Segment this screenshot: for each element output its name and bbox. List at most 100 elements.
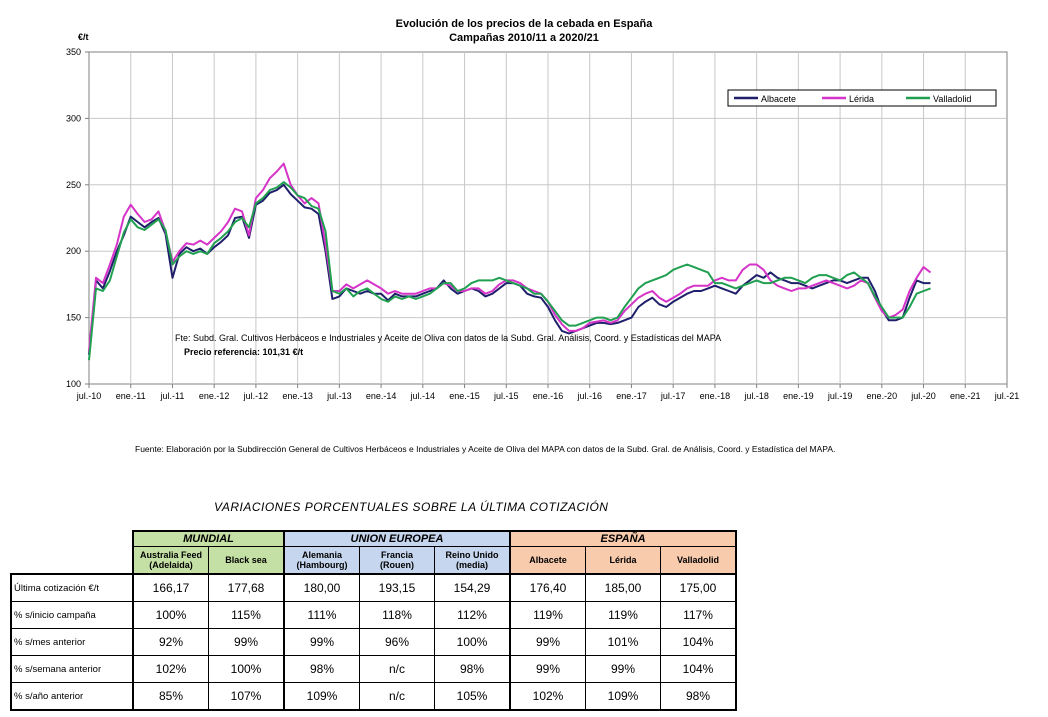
y-tick-label: 150: [66, 313, 81, 323]
col-valladolid: Valladolid: [660, 546, 737, 575]
table-row: % s/inicio campaña 100% 115% 111% 118% 112% 11…: [10, 601, 737, 629]
x-tick-label: jul.-18: [743, 391, 769, 401]
variations-table: MUNDIAL UNION EUROPEA ESPAÑA Australia F…: [10, 530, 737, 711]
chart-area: Evolución de los precios de la cebada en…: [66, 18, 1020, 401]
table-cell: 111%: [283, 601, 360, 629]
table-cell: 100%: [434, 628, 511, 656]
table-row: % s/año anterior 85% 107% 109% n/c 105% 102% 10…: [10, 682, 737, 711]
table-cell: 118%: [359, 601, 435, 629]
table-cell: 100%: [132, 601, 209, 629]
x-tick-label: ene.-17: [616, 391, 647, 401]
table-cell: 99%: [208, 628, 285, 656]
y-tick-label: 300: [66, 113, 81, 123]
legend-label: Lérida: [849, 94, 874, 104]
row-label: % s/mes anterior: [10, 628, 134, 656]
table-cell: 99%: [509, 628, 586, 656]
x-tick-label: jul.-12: [243, 391, 269, 401]
legend-label: Albacete: [761, 94, 796, 104]
table-cell: 98%: [434, 655, 511, 683]
table-cell: 99%: [283, 628, 360, 656]
legend-label: Valladolid: [933, 94, 971, 104]
footer-source: Fuente: Elaboración por la Subdirección …: [135, 444, 836, 454]
source-annotation: Fte: Subd. Gral. Cultivos Herbáceos e In…: [175, 333, 721, 343]
table-row: Última cotización €/t 166,17 177,68 180,00 1…: [10, 573, 737, 602]
table-cell: 99%: [509, 655, 586, 683]
table-cell: 102%: [509, 682, 586, 711]
x-tick-label: jul.-16: [576, 391, 602, 401]
col-australia: Australia Feed (Adelaida): [132, 546, 209, 575]
table-cell: 109%: [283, 682, 360, 711]
row-label: % s/inicio campaña: [10, 601, 134, 629]
group-mundial: MUNDIAL: [132, 530, 285, 547]
table-cell: 101%: [585, 628, 661, 656]
x-tick-label: jul.-10: [76, 391, 102, 401]
line-chart: 100 150 200 250 300 350 €/t jul.-10 ene.-11 jul.-…: [66, 32, 1020, 401]
table-cell: 109%: [585, 682, 661, 711]
x-tick-label: jul.-19: [827, 391, 853, 401]
x-tick-label: ene.-20: [867, 391, 898, 401]
table-cell: 92%: [132, 628, 209, 656]
table-cell: 104%: [660, 628, 737, 656]
col-lerida: Lérida: [585, 546, 661, 575]
table-row: % s/semana anterior 102% 100% 98% n/c 98% 99% 9…: [10, 655, 737, 683]
table-cell: 154,29: [434, 573, 511, 602]
row-label: % s/año anterior: [10, 682, 134, 711]
table-cell: 104%: [660, 655, 737, 683]
x-tick-label: jul.-14: [410, 391, 436, 401]
table-cell: 100%: [208, 655, 285, 683]
x-tick-label: ene.-16: [533, 391, 564, 401]
x-tick-label: jul.-13: [326, 391, 352, 401]
table-cell: 85%: [132, 682, 209, 711]
col-albacete: Albacete: [509, 546, 586, 575]
table-title: VARIACIONES PORCENTUALES SOBRE LA ÚLTIMA…: [214, 500, 609, 514]
table-cell: 177,68: [208, 573, 285, 602]
table-cell: 96%: [359, 628, 435, 656]
x-tick-label: jul.-20: [910, 391, 936, 401]
x-tick-label: ene.-12: [199, 391, 230, 401]
table-cell: 98%: [660, 682, 737, 711]
x-tick-label: ene.-18: [700, 391, 731, 401]
table-cell: 193,15: [359, 573, 435, 602]
table-cell: 99%: [585, 655, 661, 683]
col-reino-unido: Reino Unido (media): [434, 546, 511, 575]
x-tick-label: ene.-21: [950, 391, 981, 401]
y-tick-label: 200: [66, 246, 81, 256]
x-tick-label: jul.-15: [493, 391, 519, 401]
table-cell: n/c: [359, 655, 435, 683]
table-cell: 166,17: [132, 573, 209, 602]
table-cell: 105%: [434, 682, 511, 711]
x-tick-label: jul.-11: [160, 391, 185, 401]
y-tick-label: 250: [66, 180, 81, 190]
chart-title: Evolución de los precios de la cebada en…: [395, 18, 653, 30]
table-cell: 107%: [208, 682, 285, 711]
table-row: % s/mes anterior 92% 99% 99% 96% 100% 99% 101% 1…: [10, 628, 737, 656]
x-tick-label: ene.-14: [366, 391, 397, 401]
table-cell: n/c: [359, 682, 435, 711]
row-label: Última cotización €/t: [10, 573, 134, 602]
table-cell: 119%: [585, 601, 661, 629]
y-tick-label: 350: [66, 47, 81, 57]
x-tick-label: jul.-21: [994, 391, 1020, 401]
y-axis-label: €/t: [78, 32, 89, 42]
x-tick-label: ene.-15: [449, 391, 480, 401]
reference-price-annotation: Precio referencia: 101,31 €/t: [184, 347, 303, 357]
group-union-europea: UNION EUROPEA: [283, 530, 511, 547]
table-cell: 117%: [660, 601, 737, 629]
series-line-lérida: [88, 162, 932, 351]
col-alemania: Alemania (Hambourg): [283, 546, 360, 575]
x-tick-label: ene.-13: [282, 391, 313, 401]
table-cell: 112%: [434, 601, 511, 629]
x-tick-label: jul.-17: [660, 391, 686, 401]
series-line-valladolid: [88, 181, 931, 361]
table-cell: 119%: [509, 601, 586, 629]
blank-cell: [11, 531, 133, 547]
table-cell: 175,00: [660, 573, 737, 602]
legend-box: [727, 89, 997, 107]
row-label: % s/semana anterior: [10, 655, 134, 683]
table-cell: 102%: [132, 655, 209, 683]
y-tick-label: 100: [66, 379, 81, 389]
blank-cell: [11, 547, 133, 575]
series-line-albacete: [88, 183, 931, 355]
col-black-sea: Black sea: [208, 546, 285, 575]
col-francia: Francia (Rouen): [359, 546, 435, 575]
